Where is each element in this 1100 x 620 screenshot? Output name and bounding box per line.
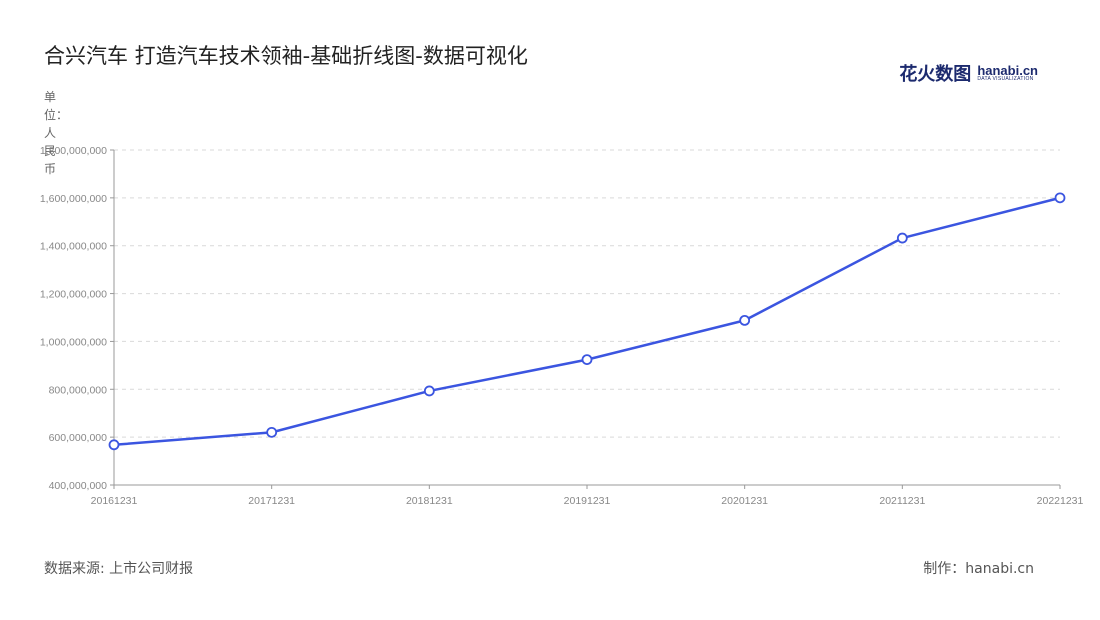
y-tick-label: 1,000,000,000 bbox=[40, 336, 107, 348]
brand-logo-en: hanabi.cn bbox=[977, 63, 1038, 78]
data-point bbox=[581, 354, 593, 366]
brand-logo-en-wrap: hanabi.cn DATA VISUALIZATION bbox=[977, 64, 1038, 82]
y-tick-label: 1,400,000,000 bbox=[40, 241, 107, 253]
data-point bbox=[896, 232, 908, 244]
data-point bbox=[1054, 192, 1066, 204]
x-tick-label: 20181231 bbox=[406, 495, 453, 507]
y-tick-label: 800,000,000 bbox=[49, 384, 108, 396]
brand-logo: 花火数图 hanabi.cn DATA VISUALIZATION bbox=[899, 60, 1038, 86]
x-tick-label: 20191231 bbox=[564, 495, 611, 507]
data-source-note: 数据来源: 上市公司财报 bbox=[44, 561, 194, 577]
x-tick-label: 20161231 bbox=[91, 495, 138, 507]
data-point bbox=[108, 439, 120, 451]
x-tick-label: 20201231 bbox=[721, 495, 768, 507]
y-tick-label: 1,200,000,000 bbox=[40, 289, 107, 301]
brand-logo-sub: DATA VISUALIZATION bbox=[977, 76, 1034, 82]
x-tick-label: 20221231 bbox=[1037, 495, 1084, 507]
y-tick-label: 1,600,000,000 bbox=[40, 193, 107, 205]
y-tick-label: 600,000,000 bbox=[49, 432, 108, 444]
x-tick-label: 20211231 bbox=[879, 495, 925, 507]
credit-note: 制作：hanabi.cn bbox=[923, 561, 1034, 577]
data-point bbox=[266, 426, 278, 438]
brand-logo-cn: 花火数图 bbox=[899, 64, 972, 85]
series-line bbox=[113, 196, 1061, 447]
x-tick-label: 20171231 bbox=[248, 495, 295, 507]
data-point bbox=[739, 314, 751, 326]
chart-title: 合兴汽车 打造汽车技术领袖-基础折线图-数据可视化 bbox=[44, 44, 528, 68]
y-tick-label: 400,000,000 bbox=[49, 480, 108, 492]
data-point bbox=[423, 385, 435, 397]
y-tick-label: 1,800,000,000 bbox=[40, 145, 107, 157]
